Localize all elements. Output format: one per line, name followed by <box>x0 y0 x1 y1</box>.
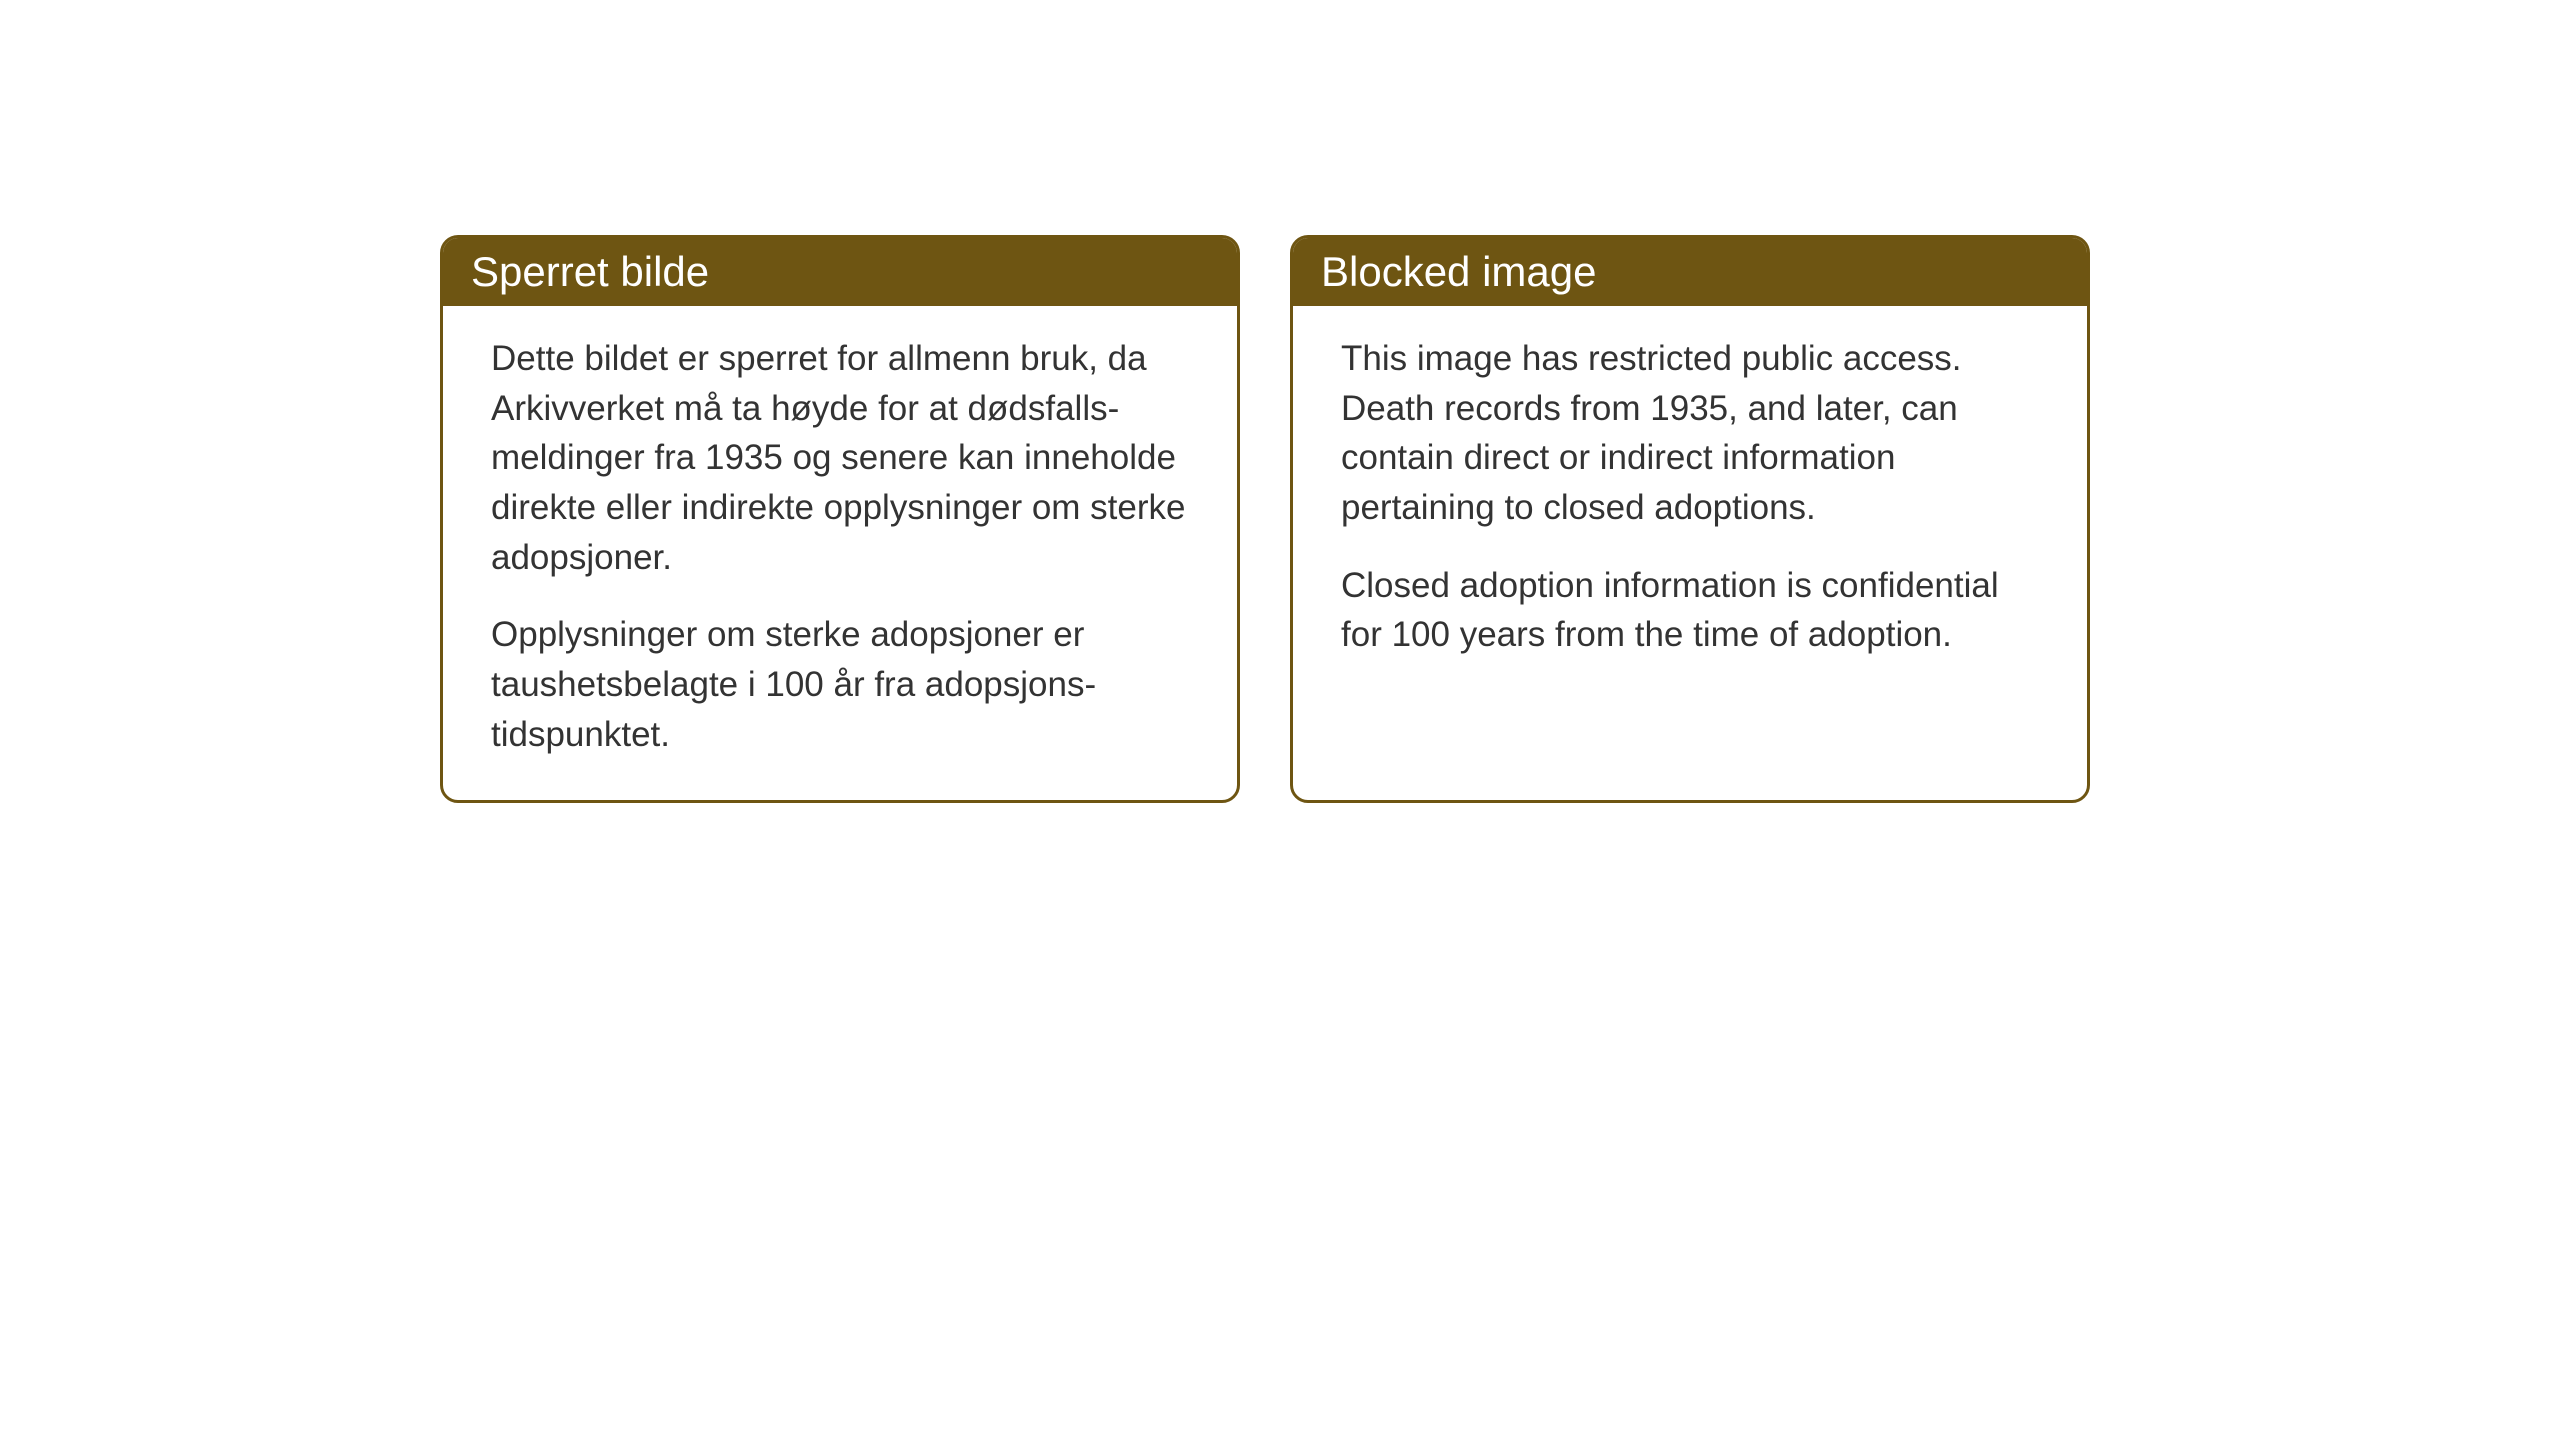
card-body-norwegian: Dette bildet er sperret for allmenn bruk… <box>443 306 1237 800</box>
card-title-norwegian: Sperret bilde <box>471 248 709 295</box>
notice-card-norwegian: Sperret bilde Dette bildet er sperret fo… <box>440 235 1240 803</box>
card-body-english: This image has restricted public access.… <box>1293 306 2087 700</box>
card-title-english: Blocked image <box>1321 248 1596 295</box>
card-header-norwegian: Sperret bilde <box>443 238 1237 306</box>
card-paragraph-norwegian-2: Opplysninger om sterke adopsjoner er tau… <box>491 610 1189 759</box>
card-paragraph-english-2: Closed adoption information is confident… <box>1341 561 2039 660</box>
notice-cards-container: Sperret bilde Dette bildet er sperret fo… <box>440 235 2090 803</box>
card-header-english: Blocked image <box>1293 238 2087 306</box>
card-paragraph-english-1: This image has restricted public access.… <box>1341 334 2039 533</box>
notice-card-english: Blocked image This image has restricted … <box>1290 235 2090 803</box>
card-paragraph-norwegian-1: Dette bildet er sperret for allmenn bruk… <box>491 334 1189 582</box>
